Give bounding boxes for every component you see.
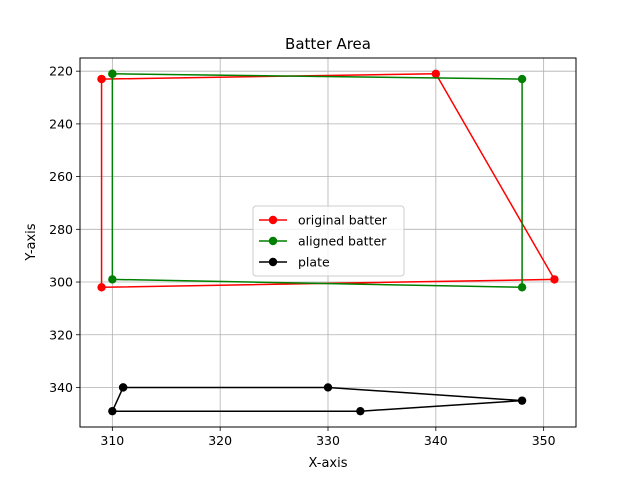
y-tick-label: 320 [49,327,73,342]
chart-title: Batter Area [285,35,371,53]
data-point [517,283,527,292]
x-axis-label: X-axis [309,456,348,471]
legend-box [252,205,405,277]
y-axis-label: Y-axis [24,223,39,261]
series-layer [97,69,559,416]
data-point [323,383,333,392]
data-point [517,74,527,84]
x-tick-label: 340 [424,433,448,448]
data-point [108,275,117,284]
legend-label: original batter [298,213,388,228]
series-original-batter [97,69,559,292]
y-tick-label: 240 [49,116,73,131]
x-tick-label: 350 [532,433,556,448]
data-point [356,406,365,416]
data-point [97,283,106,292]
legend: original batter aligned batter plate [252,205,405,277]
legend-label: plate [298,255,330,270]
x-tick-label: 310 [100,433,124,448]
ticks: 310 320 330 340 350 220 240 260 280 300 320 340 [49,64,555,448]
y-tick-label: 220 [49,64,73,79]
data-point [517,396,527,405]
legend-label: aligned batter [298,234,387,249]
legend-swatch-marker [268,236,278,246]
data-point [550,275,559,284]
data-point [97,74,106,84]
series-line [111,386,523,412]
y-tick-label: 300 [49,275,73,290]
data-point [431,69,441,79]
data-point [118,383,128,392]
series-aligned-batter [108,69,527,292]
x-tick-label: 320 [208,433,232,448]
y-tick-label: 340 [49,380,73,395]
data-point [108,69,117,79]
y-tick-label: 260 [49,169,73,184]
x-tick-label: 330 [316,433,340,448]
legend-swatch-marker [268,215,278,225]
y-tick-label: 280 [49,222,73,237]
series-plate [108,383,527,416]
legend-swatch-marker [268,257,278,267]
data-point [108,406,117,416]
